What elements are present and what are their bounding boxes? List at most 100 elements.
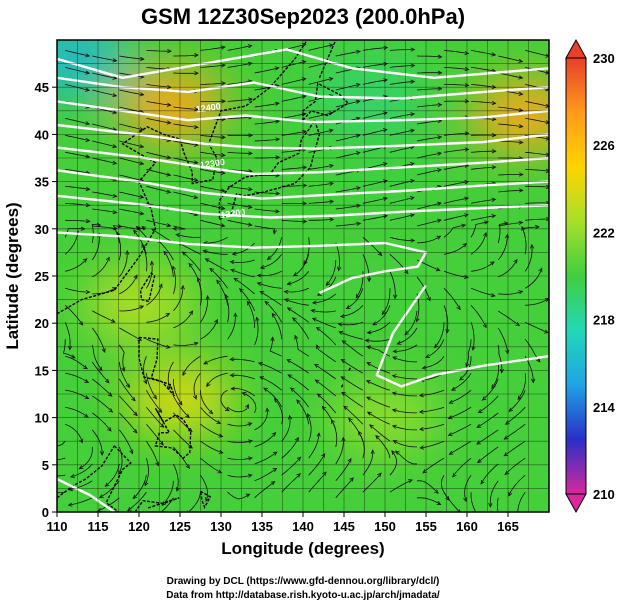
streamline <box>92 140 117 148</box>
x-tick-label: 120 <box>128 519 150 534</box>
streamline-arrowhead <box>545 120 549 125</box>
streamline-arrowhead <box>271 312 276 318</box>
streamline-arrowhead <box>193 177 199 182</box>
streamline-arrowhead <box>437 151 443 156</box>
streamline <box>143 356 147 384</box>
streamline-arrowhead <box>307 413 311 418</box>
streamline <box>443 67 469 70</box>
streamline <box>497 234 508 261</box>
x-tick-label: 140 <box>292 519 314 534</box>
streamline <box>392 409 417 414</box>
streamline <box>314 363 337 380</box>
streamline <box>471 166 496 170</box>
streamline-arrowhead <box>166 384 171 390</box>
streamline-arrowhead <box>206 382 211 388</box>
streamline <box>271 313 283 340</box>
streamline <box>389 65 415 68</box>
streamline-arrowhead <box>291 317 297 322</box>
streamline-arrowhead <box>370 449 375 454</box>
colorbar-tick-label: 222 <box>593 225 615 240</box>
streamline <box>144 458 149 486</box>
streamline <box>471 150 496 153</box>
streamline-arrowhead <box>482 323 487 329</box>
streamline <box>362 79 388 85</box>
streamline-arrowhead <box>476 514 480 518</box>
streamline-arrowhead <box>209 267 214 273</box>
streamline-arrowhead <box>105 256 110 262</box>
streamline <box>91 344 103 371</box>
streamline <box>525 168 549 172</box>
streamline-arrowhead <box>447 415 453 420</box>
streamline-arrowhead <box>302 129 307 134</box>
streamline-arrowhead <box>85 53 91 58</box>
streamline-arrowhead <box>337 266 342 272</box>
streamline-arrowhead <box>85 121 91 126</box>
streamline-arrowhead <box>133 274 138 280</box>
streamline-arrowhead <box>247 422 253 427</box>
streamline <box>308 453 326 476</box>
streamline <box>68 480 93 491</box>
streamline <box>389 197 415 204</box>
streamline <box>91 361 110 383</box>
streamline-arrowhead <box>366 330 372 335</box>
streamline <box>365 338 391 342</box>
streamline <box>508 474 526 496</box>
streamline-arrowhead <box>221 81 227 86</box>
streamline-arrowhead <box>437 201 442 206</box>
x-tick-label: 155 <box>415 519 437 534</box>
streamline <box>498 259 518 278</box>
streamline-arrowhead <box>84 395 90 399</box>
streamline <box>443 305 449 333</box>
streamline <box>92 208 117 213</box>
streamline <box>417 497 441 505</box>
streamline <box>367 322 391 334</box>
streamline-arrowhead <box>166 172 172 177</box>
streamline-arrowhead <box>270 481 276 486</box>
streamline-arrowhead <box>477 409 483 414</box>
streamline-arrowhead <box>434 489 439 494</box>
streamline <box>200 295 209 323</box>
streamline-arrowhead <box>275 119 281 124</box>
streamline <box>227 313 236 340</box>
streamline <box>173 54 199 57</box>
streamline <box>254 120 280 125</box>
streamline <box>449 440 472 455</box>
streamline <box>79 446 93 470</box>
contour-label: 12300 <box>199 157 225 170</box>
streamline <box>203 355 228 365</box>
streamline <box>335 205 361 210</box>
streamline <box>389 49 415 51</box>
streamline-arrowhead <box>448 399 454 404</box>
streamline-arrowhead <box>490 293 496 298</box>
streamline <box>227 80 253 85</box>
streamline <box>200 457 222 474</box>
streamline-arrowhead <box>71 354 76 359</box>
streamline-arrowhead <box>233 277 239 282</box>
streamline-arrowhead <box>464 196 470 201</box>
streamline-arrowhead <box>491 149 497 154</box>
streamline-arrowhead <box>518 58 524 63</box>
streamline <box>227 474 252 478</box>
streamline-arrowhead <box>437 135 443 140</box>
x-tick-label: 115 <box>88 519 109 534</box>
streamline <box>173 106 199 110</box>
streamline <box>362 450 374 476</box>
y-tick-label: 25 <box>35 269 49 284</box>
streamline <box>452 457 472 478</box>
streamline <box>392 425 417 431</box>
streamline <box>281 184 307 187</box>
streamline <box>416 235 441 244</box>
streamline-arrowhead <box>538 267 543 273</box>
streamline <box>118 361 130 388</box>
streamline <box>404 310 418 336</box>
contour-label: 12400 <box>195 101 221 114</box>
streamline <box>99 480 120 498</box>
streamline-arrowhead <box>125 383 131 389</box>
streamline-arrowhead <box>83 365 88 370</box>
streamline <box>419 423 445 430</box>
streamline <box>188 263 201 289</box>
streamline-arrowhead <box>508 491 513 497</box>
x-tick-label: 160 <box>456 519 478 534</box>
streamline-arrowhead <box>85 186 91 192</box>
